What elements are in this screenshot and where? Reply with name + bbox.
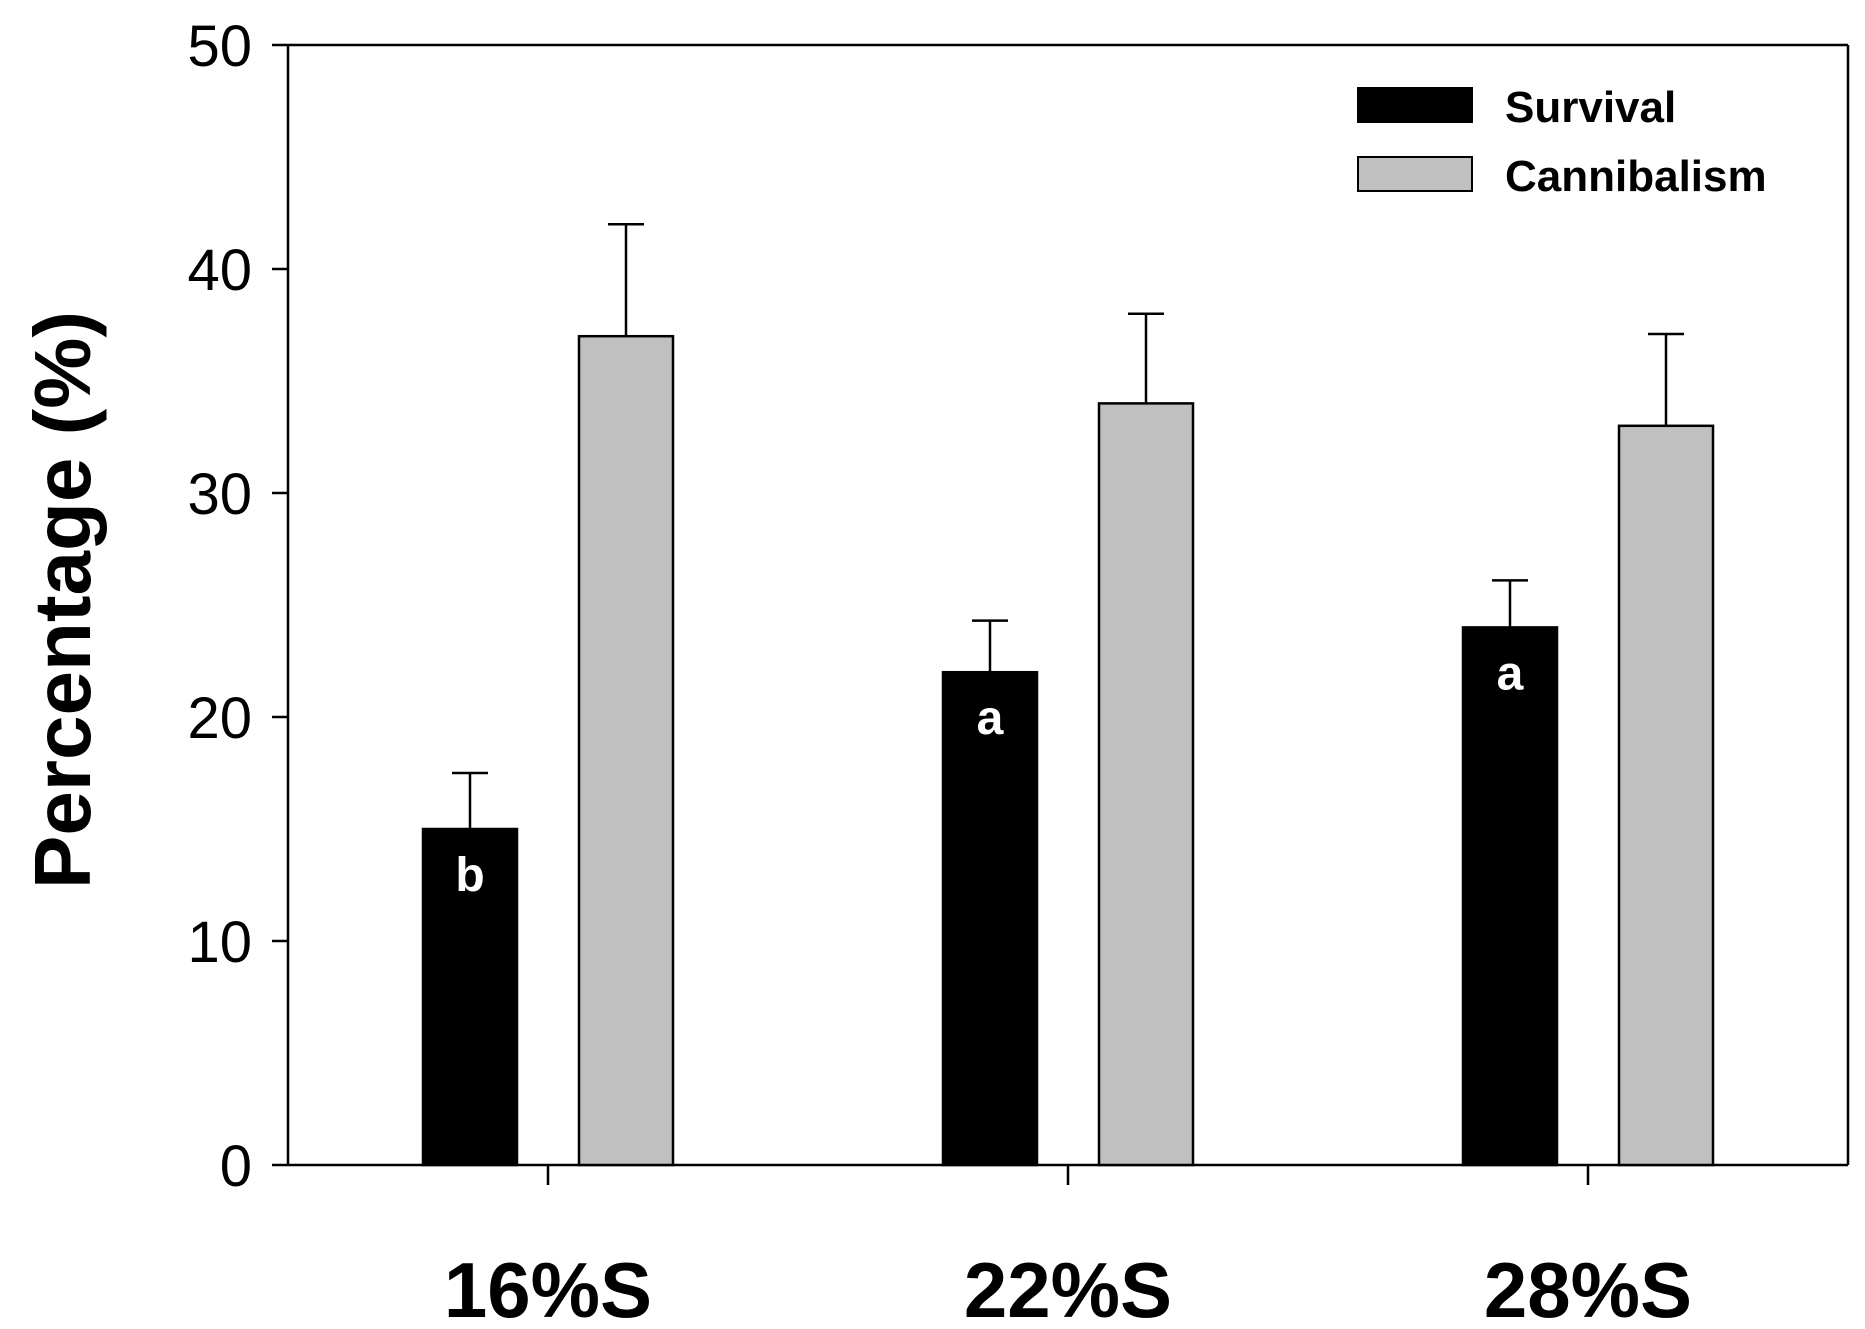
bar-survival-16%S xyxy=(421,827,519,1167)
legend-label-survival: Survival xyxy=(1505,83,1676,132)
x-tick-label-2: 28%S xyxy=(1484,1246,1692,1329)
bar-cannibalism-28%S xyxy=(1617,424,1715,1167)
y-tick-label-10: 10 xyxy=(187,910,252,975)
y-tick-label-40: 40 xyxy=(187,238,252,303)
significance-letter-0: b xyxy=(455,849,484,902)
bar-survival-22%S xyxy=(941,670,1039,1167)
y-axis-title: Percentage (%) xyxy=(18,311,107,889)
y-tick-label-20: 20 xyxy=(187,686,252,751)
legend: Survival Cannibalism xyxy=(1357,83,1767,201)
legend-label-cannibalism: Cannibalism xyxy=(1505,152,1767,201)
x-axis: 16%S 22%S 28%S xyxy=(444,1165,1692,1329)
bar-survival-28%S xyxy=(1461,626,1559,1167)
plot-frame xyxy=(286,43,1850,1167)
y-tick-label-0: 0 xyxy=(220,1134,252,1199)
significance-letter-1: a xyxy=(977,692,1004,745)
bars: b a a xyxy=(421,222,1715,1167)
x-tick-label-0: 16%S xyxy=(444,1246,652,1329)
y-axis: 0 10 20 30 40 50 xyxy=(187,14,288,1199)
significance-letter-2: a xyxy=(1497,647,1524,700)
y-tick-label-50: 50 xyxy=(187,14,252,79)
bar-cannibalism-16%S xyxy=(577,334,675,1167)
legend-swatch-cannibalism xyxy=(1357,156,1473,192)
x-tick-label-1: 22%S xyxy=(964,1246,1172,1329)
y-tick-label-30: 30 xyxy=(187,462,252,527)
legend-swatch-survival xyxy=(1357,87,1473,123)
bar-cannibalism-22%S xyxy=(1097,402,1195,1167)
